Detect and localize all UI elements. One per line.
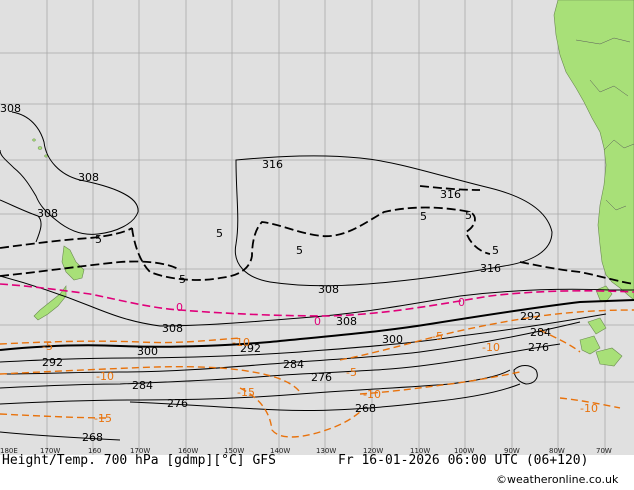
height-label-292-c: 292 — [520, 310, 541, 323]
temp-label-5-a: 5 — [95, 233, 102, 246]
temp-label-minus15-b: -15 — [237, 386, 255, 399]
temp-label-5-f: 5 — [465, 209, 472, 222]
height-label-276-b: 276 — [311, 371, 332, 384]
lon-label: 90W — [504, 447, 520, 455]
height-label-300-b: 300 — [382, 333, 403, 346]
lon-label: 80W — [549, 447, 565, 455]
lon-label: 160 — [88, 447, 101, 455]
country-borders — [575, 37, 634, 211]
lon-label: 100W — [454, 447, 474, 455]
temp-contours-zero — [0, 283, 634, 317]
credit-link[interactable]: ©weatheronline.co.uk — [496, 473, 619, 486]
lon-label: 110W — [410, 447, 430, 455]
height-label-276-c: 276 — [528, 341, 549, 354]
valid-time: Fr 16-01-2026 06:00 UTC (06+120) — [338, 453, 589, 468]
temp-label-5-e: 5 — [420, 210, 427, 223]
longitude-labels: 180E 170W 160 170W 160W 150W 140W 130W 1… — [0, 447, 612, 455]
temp-labels: 5 5 5 5 5 5 5 0 0 0 -5 -5 -5 -10 -10 -10… — [42, 209, 598, 425]
height-label-316-c: 316 — [480, 262, 501, 275]
temp-label-5-d: 5 — [296, 244, 303, 257]
temp-label-minus10-b: -10 — [232, 336, 250, 349]
temp-label-minus5-c: -5 — [432, 330, 443, 343]
height-label-308-e: 308 — [162, 322, 183, 335]
height-labels: 308 308 308 316 316 316 308 308 308 300 … — [0, 102, 551, 444]
map-title: Height/Temp. 700 hPa [gdmp][°C] GFS — [2, 453, 276, 468]
temp-label-minus5-b: -5 — [346, 366, 357, 379]
height-label-284-b: 284 — [283, 358, 304, 371]
lon-label: 160W — [178, 447, 198, 455]
lon-label: 170W — [40, 447, 60, 455]
temp-label-minus5-a: -5 — [42, 340, 53, 353]
temp-label-minus10-c: -10 — [363, 388, 381, 401]
lon-label: 140W — [270, 447, 290, 455]
temp-label-5-b: 5 — [179, 273, 186, 286]
ocean-area — [0, 0, 634, 455]
height-label-276-a: 276 — [167, 397, 188, 410]
lon-label: 120W — [363, 447, 383, 455]
height-label-308-a: 308 — [0, 102, 21, 115]
height-label-292-b: 292 — [240, 342, 261, 355]
height-label-268-b: 268 — [355, 402, 376, 415]
temp-label-5-g: 5 — [492, 244, 499, 257]
height-label-316-b: 316 — [440, 188, 461, 201]
temp-label-5-c: 5 — [216, 227, 223, 240]
height-label-284-c: 284 — [530, 326, 551, 339]
temp-label-0-b: 0 — [314, 315, 321, 328]
height-label-308-d: 308 — [318, 283, 339, 296]
height-label-268-a: 268 — [82, 431, 103, 444]
temp-contours-positive — [0, 185, 634, 285]
temp-label-0-c: 0 — [458, 296, 465, 309]
lon-label: 150W — [224, 447, 244, 455]
new-zealand-south-island — [33, 285, 67, 321]
lon-label: 130W — [316, 447, 336, 455]
temp-label-minus15-a: -15 — [94, 412, 112, 425]
height-label-300-a: 300 — [137, 345, 158, 358]
temp-contours-negative — [0, 309, 634, 438]
new-zealand-north-island — [61, 245, 85, 281]
height-label-292-a: 292 — [42, 356, 63, 369]
chile-islands — [579, 285, 613, 355]
temp-label-0-a: 0 — [176, 301, 183, 314]
height-label-308-f: 308 — [336, 315, 357, 328]
height-label-284-a: 284 — [132, 379, 153, 392]
lon-label: 70W — [596, 447, 612, 455]
temp-label-minus10-a: -10 — [96, 370, 114, 383]
lon-label: 170W — [130, 447, 150, 455]
height-label-308-c: 308 — [37, 207, 58, 220]
temp-label-minus10-d: -10 — [482, 341, 500, 354]
pacific-islands — [32, 138, 48, 158]
tierra-del-fuego — [595, 347, 623, 367]
temp-label-minus10-e: -10 — [580, 402, 598, 415]
height-label-316-a: 316 — [262, 158, 283, 171]
height-label-308-b: 308 — [78, 171, 99, 184]
lon-label: 180E — [0, 447, 18, 455]
